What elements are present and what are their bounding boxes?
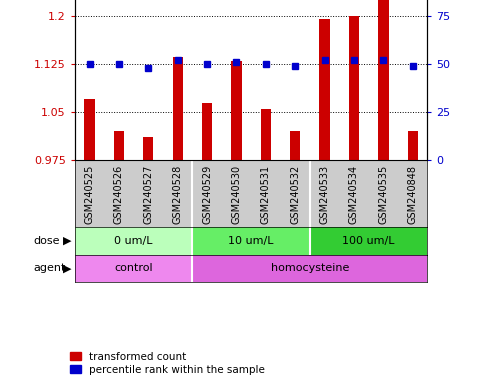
Text: dose: dose [34,236,60,246]
Bar [408,131,418,160]
Text: ▶: ▶ [0,383,1,384]
Text: GSM240527: GSM240527 [143,165,153,225]
Text: GSM240532: GSM240532 [290,165,300,224]
Text: ▶: ▶ [63,236,71,246]
Bar [319,19,330,160]
Text: agent: agent [34,263,66,273]
Text: GSM240526: GSM240526 [114,165,124,224]
Text: GSM240530: GSM240530 [231,165,242,224]
Text: GSM240535: GSM240535 [378,165,388,224]
Text: homocysteine: homocysteine [271,263,349,273]
Bar [378,0,388,160]
Text: GSM240528: GSM240528 [173,165,183,224]
Bar [192,227,310,255]
Text: GSM240525: GSM240525 [85,165,95,225]
Bar [85,99,95,160]
Bar [172,57,183,160]
Text: control: control [114,263,153,273]
Text: 0 um/L: 0 um/L [114,236,153,246]
Bar [290,131,300,160]
Bar [349,16,359,160]
Text: GSM240533: GSM240533 [320,165,329,224]
Bar [261,109,271,160]
Bar [231,61,242,160]
Bar [114,131,124,160]
Text: 100 um/L: 100 um/L [342,236,395,246]
Text: ▶: ▶ [63,263,71,273]
Legend: transformed count, percentile rank within the sample: transformed count, percentile rank withi… [71,352,265,375]
Bar [310,227,427,255]
Bar [202,103,212,160]
Text: 10 um/L: 10 um/L [228,236,274,246]
Text: GSM240529: GSM240529 [202,165,212,224]
Bar [192,255,427,282]
Bar [143,137,154,160]
Bar [75,255,192,282]
Text: dose: dose [0,383,1,384]
Text: GSM240848: GSM240848 [408,165,418,224]
Text: GSM240531: GSM240531 [261,165,271,224]
Text: GSM240534: GSM240534 [349,165,359,224]
Bar [75,227,192,255]
